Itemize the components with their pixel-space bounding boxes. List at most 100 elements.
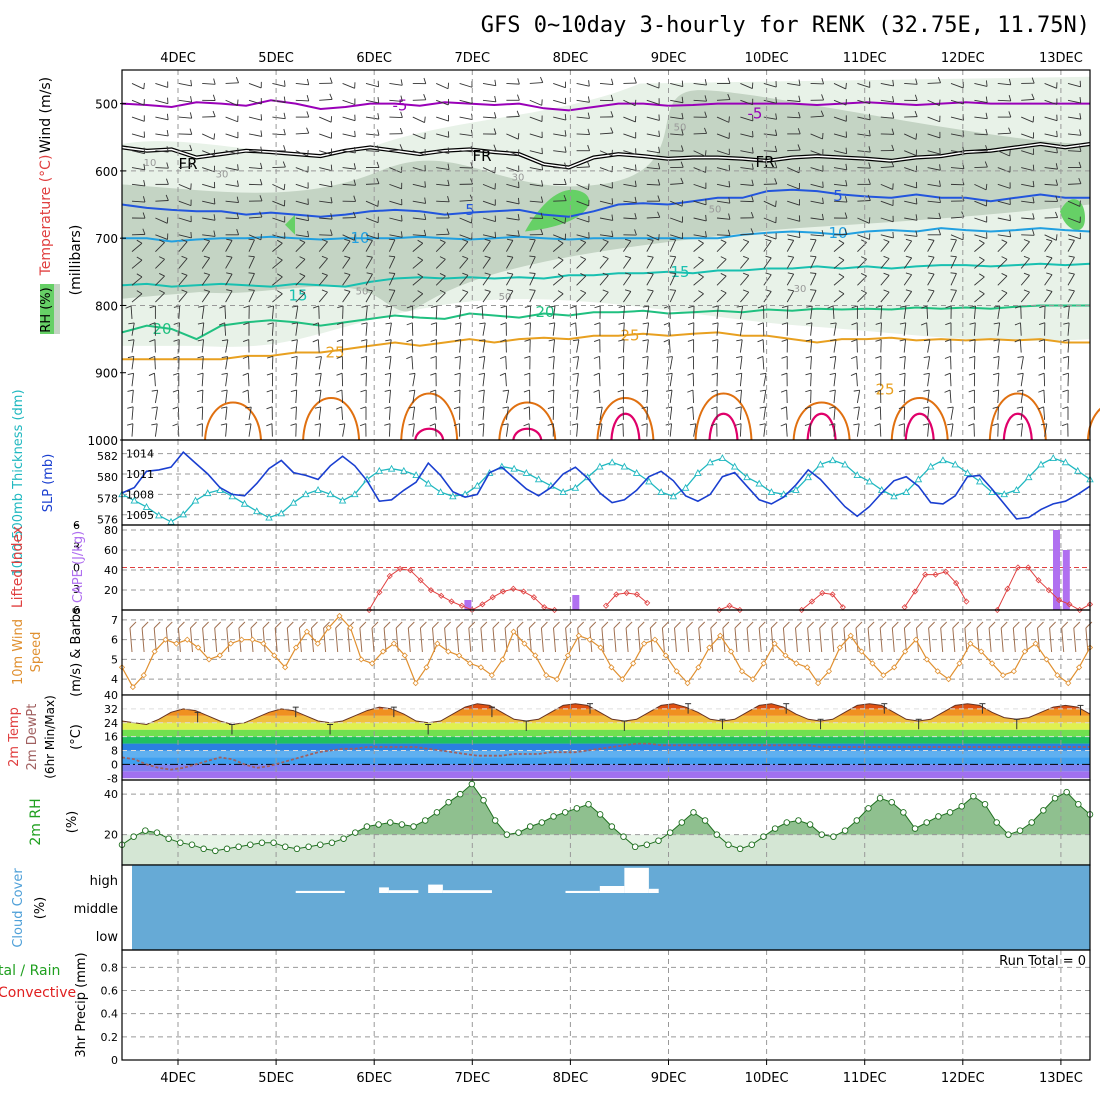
temp-30-contour xyxy=(890,397,949,441)
wind-barb xyxy=(576,234,590,239)
thickness-marker xyxy=(792,485,800,493)
wind-barb-flag xyxy=(336,372,343,376)
wind-barb-flag xyxy=(624,255,631,259)
wind-barb-flag xyxy=(136,273,143,278)
wind-barb xyxy=(482,83,496,87)
wind-barb xyxy=(131,116,145,122)
wind-speed-marker xyxy=(140,672,147,679)
wind-barb xyxy=(927,373,930,387)
wind-barb-flag xyxy=(321,289,328,293)
wind-barb xyxy=(576,166,590,168)
surface-wind-barb xyxy=(432,627,435,653)
wind-barb xyxy=(155,242,165,252)
wind-barb xyxy=(295,217,309,222)
thickness-marker xyxy=(375,466,384,474)
wind-barb-flag xyxy=(611,230,614,237)
wind-barb xyxy=(599,83,613,86)
wind-barb xyxy=(646,390,649,404)
wind-barb-flag xyxy=(781,372,788,376)
wind-barb-flag xyxy=(669,238,676,241)
wind-barb-flag xyxy=(221,406,228,409)
wind-barb xyxy=(973,305,976,319)
wind-barb xyxy=(974,200,987,207)
wind-barb xyxy=(927,290,935,303)
wind-barb xyxy=(857,200,871,202)
thickness-marker xyxy=(351,490,359,498)
wind-barb xyxy=(1021,217,1035,220)
wind-barb-flag xyxy=(922,423,929,426)
wind-barb-flag xyxy=(494,79,497,86)
wind-barb-flag xyxy=(524,305,531,308)
wind-barb xyxy=(997,322,1001,336)
wind-barb xyxy=(598,390,601,404)
wind-barb-flag xyxy=(611,198,614,205)
surface-wind-barb-flag xyxy=(758,621,766,629)
rh-tick-label: 40 xyxy=(104,788,118,801)
contour-label-minus5: -5 xyxy=(393,97,408,115)
wind-barb xyxy=(412,293,424,303)
wind-barb xyxy=(459,322,462,336)
wind-barb xyxy=(997,275,1008,286)
wind-barb xyxy=(436,233,450,236)
surface-wind-barb xyxy=(335,627,339,653)
wind-speed-marker xyxy=(1065,680,1072,687)
wind-barb xyxy=(857,83,870,88)
wind-barb-flag xyxy=(314,423,321,426)
wind-barb-flag xyxy=(203,289,210,292)
wind-barb-flag xyxy=(780,423,787,427)
rh-marker xyxy=(340,835,347,842)
wind-barb-flag xyxy=(315,356,322,358)
wind-barb xyxy=(505,373,507,387)
surface-wind-barb xyxy=(528,627,532,653)
wind-barb-flag xyxy=(541,164,544,171)
wind-barb-flag xyxy=(159,289,165,294)
surface-wind-barb xyxy=(407,627,411,653)
surface-wind-barb xyxy=(492,627,496,653)
wind-speed-marker xyxy=(184,636,191,643)
wind-barb xyxy=(295,339,298,353)
wind-barb-flag xyxy=(315,372,322,375)
surface-wind-barb-flag xyxy=(662,621,669,629)
wind-barb xyxy=(1067,256,1075,269)
contour-label-fr: FR xyxy=(755,153,774,171)
precip-tick-label: 0.2 xyxy=(101,1031,119,1044)
wind-speed-marker xyxy=(1021,648,1028,655)
wind-barb-flag xyxy=(968,406,975,410)
wind-barb xyxy=(482,406,485,420)
wind-barb-flag xyxy=(377,129,380,136)
thickness-marker xyxy=(939,456,947,464)
surface-wind-barb-flag xyxy=(843,621,851,629)
surface-wind-barb xyxy=(903,627,907,653)
wind-barb xyxy=(973,339,976,353)
wind-barb-flag xyxy=(306,111,310,118)
wind-barb-flag xyxy=(417,256,423,261)
surface-wind-barb xyxy=(516,627,520,653)
wind-barb-flag xyxy=(868,146,871,153)
wind-barb xyxy=(623,200,637,204)
wind-barb-flag xyxy=(618,305,625,308)
wind-barb-flag xyxy=(900,305,907,308)
wind-barb xyxy=(833,150,847,155)
wind-barb-flag xyxy=(330,164,333,171)
wind-barb-flag xyxy=(868,113,871,120)
rh-marker xyxy=(713,831,721,838)
temp-band xyxy=(122,764,1090,772)
wind-barb xyxy=(599,423,603,437)
wind-barb xyxy=(857,99,871,105)
wind-barb-flag xyxy=(759,406,766,409)
wind-barb-flag xyxy=(462,272,469,276)
wind-barb-flag xyxy=(728,213,731,220)
wind-barb-flag xyxy=(353,179,357,186)
wind-barb-flag xyxy=(548,372,555,376)
wind-barb-flag xyxy=(196,406,203,409)
lifted-index-marker xyxy=(386,572,393,580)
wind-barb-flag xyxy=(914,110,918,117)
temp-band xyxy=(122,757,1090,765)
wind-barb-flag xyxy=(423,94,427,100)
wind-barb xyxy=(880,166,894,168)
wind-barb xyxy=(904,83,918,85)
thickness-marker xyxy=(914,475,923,483)
wind-barb-flag xyxy=(500,305,507,309)
wind-barb-flag xyxy=(564,114,567,121)
wind-barb xyxy=(997,373,1000,387)
